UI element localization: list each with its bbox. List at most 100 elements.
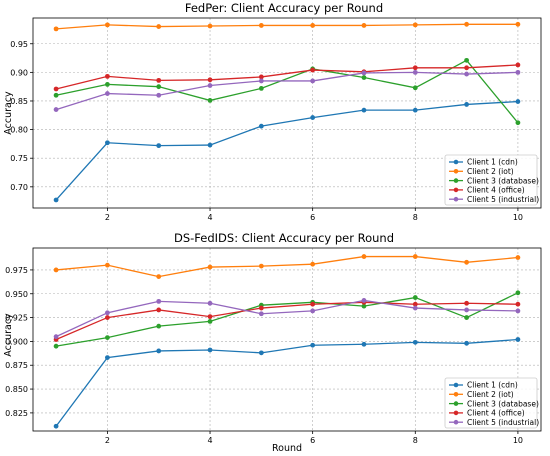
series-line bbox=[55, 71, 518, 111]
y-tick-label: 0.925 bbox=[5, 314, 28, 323]
legend-swatch-marker bbox=[453, 178, 459, 183]
data-point bbox=[156, 24, 162, 29]
chart-title: FedPer: Client Accuracy per Round bbox=[185, 1, 383, 15]
legend-item: Client 1 (cdn) bbox=[449, 381, 518, 390]
x-tick-label: 2 bbox=[105, 213, 110, 222]
series-line bbox=[56, 255, 518, 278]
data-point bbox=[258, 311, 264, 317]
data-point bbox=[53, 107, 59, 112]
data-point bbox=[515, 21, 521, 27]
data-point bbox=[515, 62, 521, 68]
data-point bbox=[361, 303, 367, 309]
data-point bbox=[105, 315, 110, 320]
data-point bbox=[515, 308, 521, 314]
y-axis-label: Accuracy bbox=[3, 313, 14, 357]
legend-item: Client 3 (database) bbox=[449, 399, 539, 408]
series-line bbox=[56, 23, 518, 30]
data-point bbox=[515, 301, 521, 307]
data-point bbox=[515, 99, 521, 104]
data-point bbox=[105, 91, 110, 96]
series-line bbox=[55, 292, 519, 347]
data-point bbox=[53, 197, 59, 203]
data-point bbox=[156, 348, 162, 354]
legend-swatch-marker bbox=[453, 159, 459, 165]
data-point bbox=[412, 305, 418, 311]
x-tick-label: 4 bbox=[207, 436, 212, 445]
data-point bbox=[207, 77, 213, 83]
series-line bbox=[55, 100, 518, 201]
data-point bbox=[310, 301, 316, 307]
plot-frame bbox=[32, 247, 542, 432]
data-point bbox=[361, 107, 367, 113]
series-client-5-industrial bbox=[53, 69, 521, 112]
y-tick-label: 0.70 bbox=[10, 183, 28, 192]
series-client-5-industrial bbox=[53, 298, 521, 340]
legend-label: Client 1 (cdn) bbox=[467, 158, 518, 167]
data-point bbox=[105, 22, 110, 28]
data-point bbox=[105, 73, 110, 79]
legend-item: Client 4 (office) bbox=[449, 409, 525, 418]
data-point bbox=[156, 77, 162, 83]
data-point bbox=[412, 301, 418, 307]
data-point bbox=[207, 264, 213, 270]
data-point bbox=[464, 315, 469, 320]
data-point bbox=[412, 85, 418, 91]
legend-label: Client 4 (office) bbox=[467, 186, 525, 195]
data-point bbox=[464, 21, 469, 27]
data-point bbox=[412, 254, 418, 259]
data-point bbox=[207, 142, 213, 148]
data-point bbox=[105, 81, 110, 87]
data-point bbox=[105, 335, 110, 340]
series-line bbox=[55, 299, 518, 338]
data-point bbox=[464, 259, 469, 265]
data-point bbox=[105, 140, 110, 146]
chart-panel-ds-fedids: DS-FedIDS: Client Accuracy per Round Acc… bbox=[3, 231, 542, 454]
data-point bbox=[53, 267, 59, 273]
legend-label: Client 2 (iot) bbox=[467, 167, 514, 176]
data-point bbox=[361, 23, 367, 28]
legend-label: Client 5 (industrial) bbox=[467, 418, 539, 427]
legend-swatch-marker bbox=[453, 401, 459, 406]
data-point bbox=[53, 92, 59, 98]
series-client-1-cdn bbox=[53, 99, 521, 203]
legend-label: Client 4 (office) bbox=[467, 409, 525, 418]
data-point bbox=[361, 70, 367, 76]
data-point bbox=[156, 143, 162, 149]
data-point bbox=[156, 274, 162, 279]
data-point bbox=[258, 123, 264, 129]
data-point bbox=[156, 84, 162, 90]
legend-swatch-marker bbox=[453, 382, 459, 388]
y-tick-label: 0.900 bbox=[5, 337, 28, 346]
data-point bbox=[258, 85, 264, 91]
series-client-1-cdn bbox=[53, 337, 521, 429]
data-point bbox=[464, 65, 469, 71]
y-tick-label: 0.90 bbox=[10, 68, 28, 77]
legend-label: Client 1 (cdn) bbox=[467, 381, 518, 390]
series-line bbox=[55, 301, 518, 341]
data-point bbox=[464, 307, 469, 313]
legend-item: Client 5 (industrial) bbox=[449, 195, 539, 204]
y-tick-label: 0.825 bbox=[5, 409, 28, 418]
data-point bbox=[310, 23, 316, 28]
legend-label: Client 2 (iot) bbox=[467, 390, 514, 399]
series-line bbox=[55, 64, 518, 90]
data-point bbox=[156, 298, 162, 304]
data-point bbox=[464, 57, 469, 63]
data-point bbox=[207, 314, 213, 320]
y-axis-label: Accuracy bbox=[3, 91, 14, 135]
series-client-2-iot bbox=[53, 21, 521, 32]
x-tick-label: 10 bbox=[513, 213, 523, 222]
data-point bbox=[105, 262, 110, 268]
y-tick-label: 0.75 bbox=[10, 154, 28, 163]
legend-box bbox=[444, 154, 538, 206]
legend-swatch-marker bbox=[453, 169, 459, 174]
series-client-3-database bbox=[53, 57, 521, 126]
data-point bbox=[515, 69, 521, 75]
data-point bbox=[258, 350, 264, 356]
legend-swatch-marker bbox=[453, 392, 459, 397]
series-client-3-database bbox=[53, 290, 521, 349]
data-point bbox=[464, 300, 469, 306]
data-point bbox=[105, 355, 110, 361]
x-tick-label: 2 bbox=[105, 436, 110, 445]
x-tick-label: 8 bbox=[413, 213, 418, 222]
